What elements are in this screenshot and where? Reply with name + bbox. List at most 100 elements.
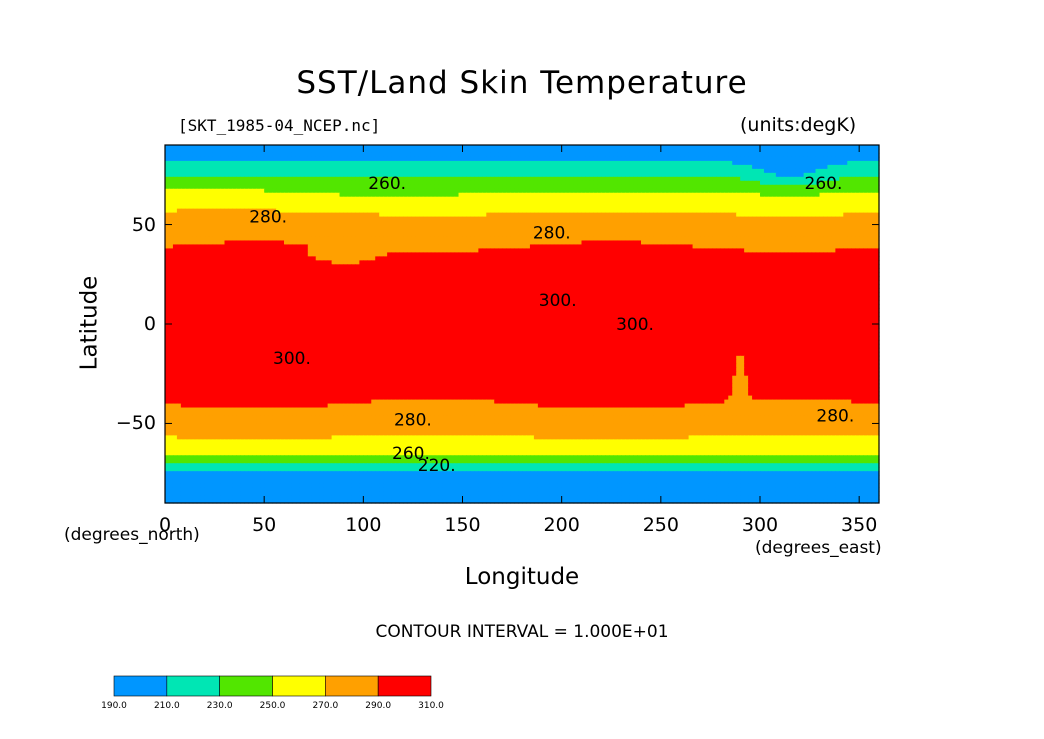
field-cell (446, 224, 452, 230)
field-cell (787, 148, 793, 154)
field-cell (180, 148, 186, 154)
field-cell (287, 252, 293, 257)
field-cell (553, 164, 559, 170)
field-cell (740, 236, 745, 242)
field-cell (855, 228, 860, 234)
field-cell (295, 156, 301, 162)
field-cell (466, 248, 472, 253)
field-cell (240, 180, 245, 186)
field-cell (410, 200, 416, 206)
field-cell (426, 148, 432, 154)
field-cell (672, 220, 678, 226)
field-cell (557, 204, 563, 210)
field-cell (260, 216, 265, 222)
field-cell (172, 236, 178, 242)
field-cell (648, 232, 654, 238)
field-cell (676, 172, 682, 178)
field-cell (641, 168, 646, 174)
field-cell (371, 145, 376, 150)
field-cell (819, 224, 825, 230)
field-cell (307, 176, 313, 182)
field-cell (442, 216, 448, 222)
field-cell (216, 188, 222, 194)
field-cell (506, 252, 511, 257)
field-cell (232, 156, 237, 162)
field-cell (422, 200, 428, 206)
field-cell (708, 188, 713, 194)
field-cell (307, 145, 313, 150)
field-cell (529, 248, 535, 253)
field-cell (268, 188, 273, 194)
field-cell (835, 160, 840, 166)
field-cell (676, 220, 682, 226)
field-cell (375, 180, 380, 186)
field-cell (494, 224, 499, 230)
field-cell (684, 180, 690, 186)
field-cell (176, 176, 182, 182)
field-cell (656, 168, 662, 174)
field-cell (696, 236, 702, 242)
field-cell (319, 228, 325, 234)
field-cell (204, 220, 210, 226)
field-cell (510, 204, 515, 210)
field-cell (736, 145, 741, 150)
field-cell (791, 188, 797, 194)
field-cell (375, 224, 380, 230)
field-cell (510, 188, 515, 194)
field-cell (799, 160, 805, 166)
field-cell (383, 164, 388, 170)
field-cell (367, 196, 372, 202)
field-cell (621, 152, 626, 158)
field-cell (672, 228, 678, 234)
field-cell (478, 152, 483, 158)
field-cell (525, 192, 531, 198)
field-cell (740, 232, 745, 238)
field-cell (371, 160, 376, 166)
field-cell (835, 204, 840, 210)
field-cell (736, 236, 741, 242)
field-cell (557, 176, 563, 182)
field-cell (200, 248, 206, 253)
field-cell (434, 232, 440, 238)
field-cell (426, 232, 432, 238)
field-cell (561, 188, 567, 194)
field-cell (688, 148, 694, 154)
field-cell (287, 204, 293, 210)
field-cell (561, 160, 567, 166)
field-cell (458, 176, 464, 182)
field-cell (613, 160, 618, 166)
field-cell (268, 184, 273, 190)
field-cell (272, 248, 277, 253)
field-cell (867, 200, 872, 206)
field-cell (228, 208, 234, 214)
field-cell (176, 220, 182, 226)
field-cell (589, 168, 594, 174)
field-cell (478, 180, 483, 186)
field-cell (466, 164, 472, 170)
field-cell (756, 172, 761, 178)
field-cell (613, 176, 618, 182)
field-cell (355, 160, 360, 166)
field-cell (272, 156, 277, 162)
field-cell (442, 228, 448, 234)
field-cell (422, 252, 428, 257)
field-cell (629, 232, 634, 238)
field-cell (284, 220, 289, 226)
field-cell (637, 220, 642, 226)
field-cell (637, 232, 642, 238)
field-cell (660, 204, 666, 210)
field-cell (533, 192, 539, 198)
field-cell (418, 208, 424, 214)
field-cell (176, 164, 182, 170)
field-cell (434, 204, 440, 210)
field-cell (835, 196, 840, 202)
field-cell (815, 164, 821, 170)
field-cell (819, 244, 825, 250)
field-cell (192, 252, 198, 257)
field-cell (589, 156, 594, 162)
field-cell (291, 192, 297, 198)
field-cell (474, 172, 479, 178)
field-cell (771, 244, 777, 250)
field-cell (248, 148, 253, 154)
field-cell (859, 200, 864, 206)
